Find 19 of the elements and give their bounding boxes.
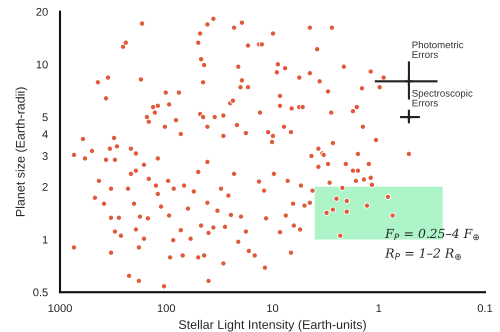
series-label: Photometric Errors: [412, 41, 464, 58]
x-tick-label: 100: [158, 304, 176, 312]
annotation: R$_{P}$ = 1–2 R$_{⊕}$: [384, 248, 461, 260]
series-label: Spectroscopic Errors: [412, 90, 473, 106]
x-tick-label: 10: [267, 304, 278, 312]
y-tick-label: 0.5: [33, 288, 48, 296]
y-tick-label: 4: [42, 130, 48, 138]
y-tick-label: 20: [36, 8, 48, 16]
y-tick-label: 1: [42, 236, 48, 244]
y-tick-label: 3: [42, 152, 48, 160]
y-tick-label: 2: [42, 183, 48, 191]
y-tick-label: 10: [36, 60, 48, 68]
x-tick-label: 0.1: [478, 304, 492, 312]
y-axis-title: Planet size (Earth-radii): [16, 87, 28, 216]
y-tick-label: 5: [42, 113, 48, 122]
x-axis-title: Stellar Light Intensity (Earth-units): [178, 320, 366, 332]
x-tick-label: 1: [376, 304, 382, 312]
annotation: F$_{P}$ = 0.25–4 F$_{⊕}$: [384, 228, 479, 240]
x-tick-label: 1000: [48, 304, 72, 312]
